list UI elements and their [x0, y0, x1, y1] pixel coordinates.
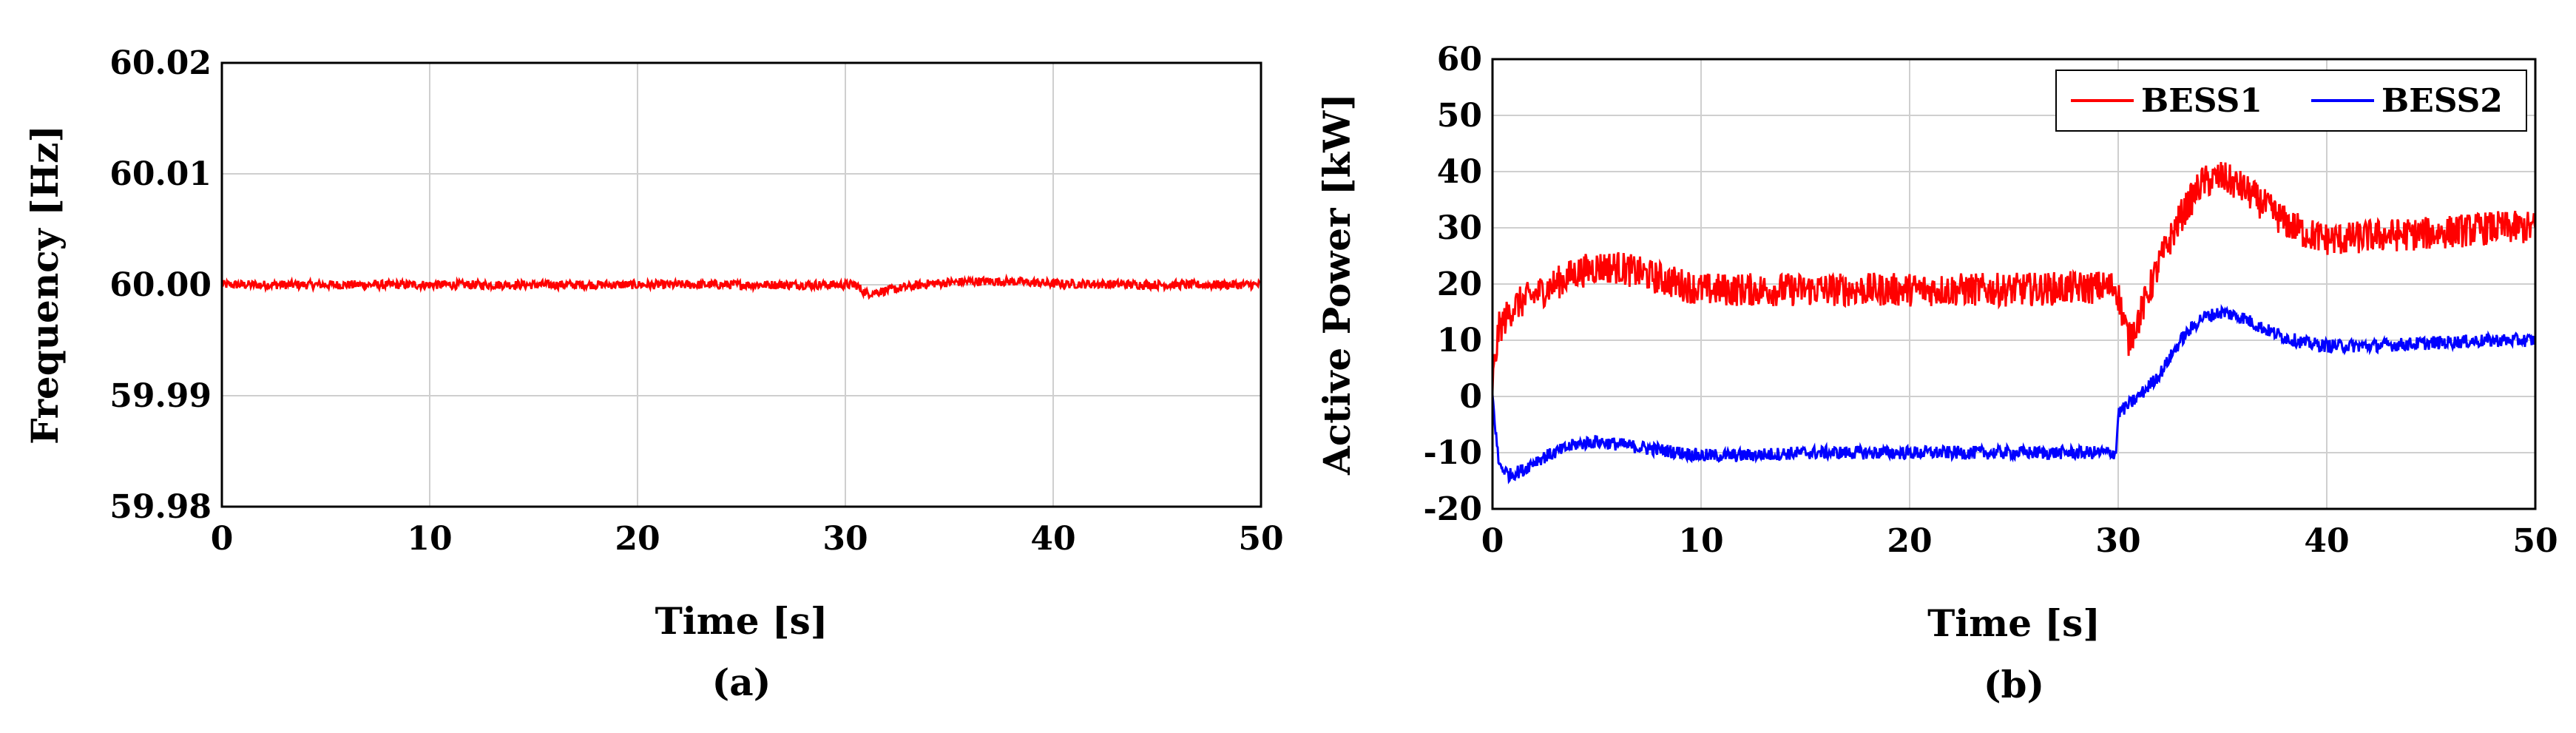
y-tick-label: 50 — [1437, 97, 1482, 135]
legend-box — [2055, 70, 2527, 132]
legend-label-bess1: BESS1 — [2141, 82, 2262, 120]
legend-label-bess2: BESS2 — [2381, 82, 2503, 120]
x-tick-label: 30 — [2095, 522, 2140, 560]
plot-frame — [1491, 58, 2537, 510]
x-tick-label: 50 — [1238, 520, 1283, 558]
y-tick-label: 60 — [1437, 41, 1482, 78]
y-tick-label: 0 — [1459, 378, 1482, 416]
x-tick-label: 0 — [211, 520, 234, 558]
x-axis-label: Time [s] — [655, 599, 828, 643]
x-tick-label: 10 — [1678, 522, 1723, 560]
x-tick-label: 10 — [407, 520, 452, 558]
x-tick-label: 20 — [615, 520, 660, 558]
y-tick-label: 10 — [1437, 322, 1482, 359]
y-tick-label: 60.00 — [109, 266, 212, 304]
series-line-bess1 — [1492, 161, 2535, 392]
y-tick-label: -10 — [1424, 434, 1483, 472]
x-tick-label: 50 — [2512, 522, 2558, 560]
series-line-bess2 — [1492, 303, 2535, 484]
frequency-chart: 0 10 20 30 40 50 59.98 59.99 60.00 60.01 60.02 Time… — [23, 44, 1284, 704]
x-tick-label: 30 — [822, 520, 868, 558]
y-tick-label: 20 — [1437, 266, 1482, 303]
y-axis-label: Frequency [Hz] — [23, 125, 67, 445]
y-tick-label: 30 — [1437, 209, 1482, 247]
panel-label: (b) — [1984, 663, 2044, 706]
y-tick-label: 40 — [1437, 153, 1482, 191]
active-power-chart: 0 10 20 30 40 50 -20 -10 0 10 20 30 40 50 60 Time [s] Ac… — [1315, 41, 2558, 706]
x-tick-label: 0 — [1481, 522, 1504, 560]
x-tick-label: 40 — [2304, 522, 2349, 560]
y-tick-label: -20 — [1424, 490, 1483, 528]
legend: BESS1 BESS2 — [2055, 70, 2527, 132]
y-tick-label: 59.98 — [109, 488, 212, 526]
x-tick-label: 20 — [1887, 522, 1932, 560]
y-axis-label: Active Power [kW] — [1315, 93, 1359, 476]
y-tick-label: 59.99 — [109, 377, 212, 415]
panel-label: (a) — [712, 661, 771, 704]
y-tick-label: 60.02 — [109, 44, 212, 82]
plot-frame — [220, 61, 1262, 508]
x-axis-label: Time [s] — [1927, 601, 2100, 645]
x-tick-label: 40 — [1030, 520, 1075, 558]
series-line-frequency — [222, 273, 1261, 300]
y-tick-label: 60.01 — [109, 155, 212, 193]
